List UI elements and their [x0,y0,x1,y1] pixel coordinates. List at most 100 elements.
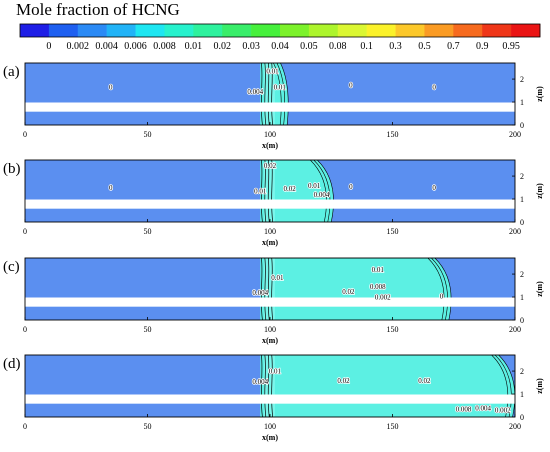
colorbar-level-label: 0 [46,41,51,52]
z-tick-label: 1 [520,293,524,302]
contour-line [264,63,267,125]
contour-line [264,258,267,320]
colorbar-swatch [395,24,425,37]
x-tick-label: 0 [23,130,27,139]
colorbar-level-label: 0.04 [271,41,289,52]
z-tick-label: 0 [520,121,524,130]
x-tick-label: 100 [264,130,276,139]
contour-line [260,355,263,417]
contour-line [264,355,267,417]
contour-label: 0 [349,81,353,89]
z-tick-label: 1 [520,98,524,107]
plume-core [263,258,275,320]
contour-label: 0.004 [252,289,268,297]
colorbar-level-label: 0.008 [153,41,176,52]
x-tick-label: 50 [144,130,152,139]
z-tick-label: 1 [520,390,524,399]
contour-label: 0.02 [418,377,431,385]
colorbar-frame [19,23,541,38]
x-tick-label: 50 [144,325,152,334]
contour-label: 0.01 [269,368,282,376]
contour-label: 0.01 [372,266,385,274]
contour-label: 0.004 [475,404,491,412]
chart-title: Mole fraction of HCNG [16,0,180,19]
colorbar-swatch [222,24,252,37]
contour-line [260,258,263,320]
contour-line [271,63,274,125]
contour-label: 0 [349,183,353,191]
contour-label: 0.01 [271,274,284,282]
plume-region [260,258,452,320]
contour-label: 0.01 [274,84,287,92]
colorbar-level-label: 0.1 [360,41,373,52]
contour-label: 0 [109,84,113,92]
panel-id: (d) [3,356,21,372]
z-tick-label: 1 [520,195,524,204]
x-tick-label: 100 [264,227,276,236]
x-tick-label: 50 [144,422,152,431]
contour-line [267,355,270,417]
colorbar-swatch [77,24,107,37]
panel-id: (c) [3,259,20,275]
x-tick-label: 50 [144,227,152,236]
contour-label: 0.02 [337,377,350,385]
x-axis-label: x(m) [262,433,278,442]
colorbar-level-label: 0.7 [447,41,460,52]
contour-line [267,160,270,222]
colorbar-swatch [135,24,165,37]
contour-label: 0.004 [252,378,268,386]
z-tick-label: 2 [520,367,524,376]
x-tick-label: 150 [387,422,399,431]
x-tick-label: 200 [509,325,521,334]
contour-label: 0.02 [283,185,296,193]
contour-line [267,258,270,320]
colorbar-swatch [482,24,512,37]
colorbar: 0 0.002 0.004 0.006 0.008 0.01 0.02 0.03 0.04 0.0… [19,23,541,52]
contour-label: 0 [432,84,436,92]
z-tick-label: 2 [520,270,524,279]
colorbar-swatch [193,24,223,37]
z-axis-label: z(m) [535,86,544,102]
contour-label: 0.02 [342,288,355,296]
z-tick-label: 0 [520,218,524,227]
road-band [24,297,516,307]
panel-1: 0 0 0 0.004 0.01 0.01 (a) 0 50 100 150 200 x(m) 0 1 2 z(… [3,62,544,150]
road-band [24,102,516,112]
colorbar-swatch [308,24,339,37]
colorbar-swatch [424,24,454,37]
contour-label: 0.002 [375,294,391,302]
x-axis-label: x(m) [262,336,278,345]
z-tick-label: 0 [520,413,524,422]
contour-label: 0 [440,292,444,300]
colorbar-swatch [280,24,310,37]
contour-label: 0 [109,184,113,192]
x-tick-label: 0 [23,325,27,334]
colorbar-swatch [48,24,79,37]
colorbar-level-label: 0.08 [329,41,347,52]
colorbar-swatch [453,24,483,37]
contour-label: 0.01 [266,68,279,76]
contour-line [260,63,263,125]
panel-field [25,63,515,125]
z-tick-label: 0 [520,316,524,325]
plume-core [263,355,275,417]
z-tick-label: 2 [520,172,524,181]
colorbar-swatch [337,24,367,37]
colorbar-level-label: 0.004 [95,41,118,52]
z-axis-label: z(m) [535,378,544,394]
contour-line [271,258,274,320]
colorbar-swatch [20,24,50,37]
contour-label: 0.004 [247,88,263,96]
colorbar-level-label: 0.03 [242,41,260,52]
x-tick-label: 200 [509,130,521,139]
contour-label: 0.02 [264,162,277,170]
x-tick-label: 150 [387,227,399,236]
panel-field [25,258,515,320]
plume-core [263,160,275,222]
colorbar-swatch [511,24,541,37]
contour-line [260,160,263,222]
colorbar-level-label: 0.02 [213,41,231,52]
colorbar-level-label: 0.002 [67,41,90,52]
